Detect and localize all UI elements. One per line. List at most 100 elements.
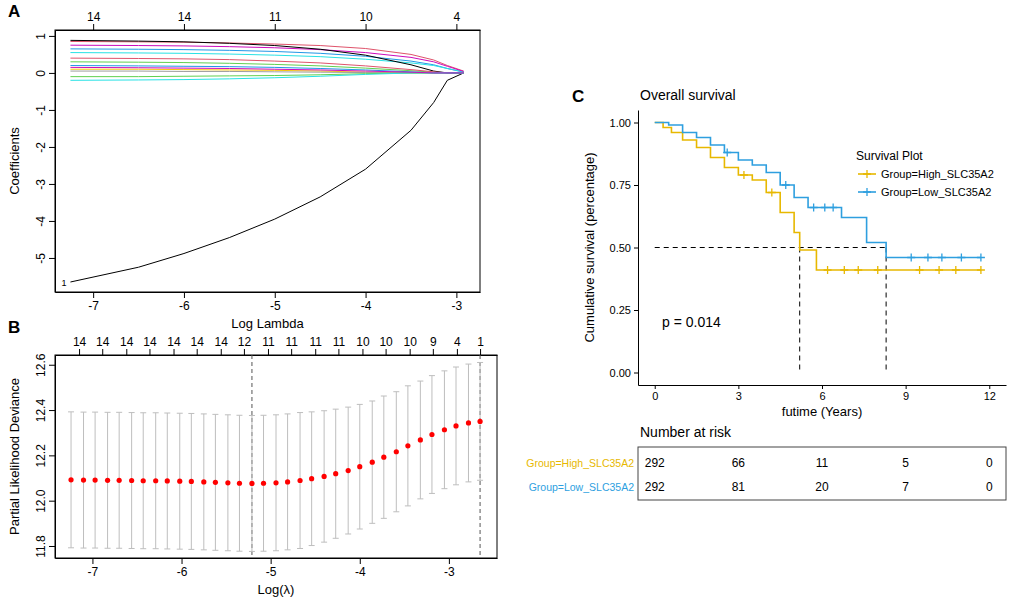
point <box>333 471 338 476</box>
error-bar <box>393 392 399 512</box>
error-bar-cap <box>273 550 279 551</box>
row-label: Group=Low_SLC35A2 <box>529 481 635 493</box>
y-axis: -5-4-3-2-101 <box>34 31 56 293</box>
tick: 6 <box>819 385 825 402</box>
tick-mark <box>49 147 55 148</box>
tick-label: 12.4 <box>34 399 48 423</box>
tick-mark <box>49 410 55 411</box>
error-bar-cap <box>261 551 267 552</box>
error-bar-cap <box>345 533 351 534</box>
tick-label: 12.0 <box>34 489 48 513</box>
error-bar <box>333 409 339 538</box>
point <box>357 464 362 469</box>
error-bar-cap <box>236 551 242 552</box>
tick: -7 <box>88 292 99 313</box>
tick-label: -3 <box>452 299 463 313</box>
error-bar <box>212 414 218 550</box>
tick-label: -5 <box>34 253 48 264</box>
point <box>68 477 73 482</box>
tick-mark <box>634 123 638 124</box>
censor-mark <box>874 266 882 274</box>
risk-count: 20 <box>815 480 829 494</box>
error-bar-cap <box>369 400 375 401</box>
tick: 0.00 <box>610 367 638 379</box>
error-bar <box>236 415 242 551</box>
error-bar-cap <box>249 415 255 416</box>
coefficient-path <box>70 40 463 73</box>
tick-label: -6 <box>177 565 188 579</box>
tick: -3 <box>34 179 55 190</box>
error-bar <box>381 396 387 518</box>
risk-table: Number at riskGroup=High_SLC35A229266115… <box>526 424 1006 500</box>
censor-mark <box>957 254 965 262</box>
tick-label: -3 <box>34 179 48 190</box>
error-bar <box>417 381 423 499</box>
error-bar-cap <box>297 412 303 413</box>
tick-mark <box>92 558 93 564</box>
tick-mark <box>49 546 55 547</box>
point <box>381 455 386 460</box>
error-bar-cap <box>465 481 471 482</box>
point <box>405 443 410 448</box>
tick-label: 4 <box>454 335 461 349</box>
point <box>309 476 314 481</box>
tick-label: 11 <box>333 335 346 349</box>
point <box>237 481 242 486</box>
error-bar-cap <box>285 549 291 550</box>
tick-label: 14 <box>215 335 229 349</box>
point <box>249 481 254 486</box>
tick-label: 14 <box>191 335 205 349</box>
point <box>418 437 423 442</box>
tick: 12.0 <box>34 489 55 513</box>
tick-mark <box>197 349 198 355</box>
tick: -3 <box>444 558 455 579</box>
risk-count: 81 <box>732 480 746 494</box>
y-axis: 11.812.012.212.412.6 <box>34 353 56 558</box>
risk-count: 11 <box>816 456 829 470</box>
tick-label: 1.00 <box>610 117 631 129</box>
tick: -4 <box>361 292 372 313</box>
tick: 9 <box>903 385 909 402</box>
tick-label: 11 <box>285 335 298 349</box>
error-bar-cap <box>309 411 315 412</box>
error-bar-cap <box>188 413 194 414</box>
coefficient-path <box>70 73 463 282</box>
point <box>466 420 471 425</box>
censor-mark <box>824 266 832 274</box>
error-bar <box>321 411 327 542</box>
error-bar <box>153 413 159 549</box>
tick: 0 <box>34 70 55 77</box>
tick-label: 9 <box>903 390 909 402</box>
legend-item: Group=Low_SLC35A2 <box>858 186 991 198</box>
tick-label: 14 <box>73 335 87 349</box>
legend-title: Survival Plot <box>856 149 923 163</box>
error-bar-cap <box>321 410 327 411</box>
plot-frame <box>55 355 497 558</box>
tick-label: 10 <box>356 335 370 349</box>
tick-mark <box>360 558 361 564</box>
error-bar <box>81 412 87 548</box>
point <box>93 477 98 482</box>
error-bar <box>273 415 279 551</box>
error-bar <box>201 414 207 550</box>
tick-mark <box>182 558 183 564</box>
error-bar <box>465 364 471 482</box>
plot-area <box>68 355 483 558</box>
censor-mark <box>854 266 862 274</box>
y-axis-title: Coefficients <box>7 127 22 195</box>
tick: -5 <box>266 558 277 579</box>
point <box>141 478 146 483</box>
tick: 14 <box>215 335 229 355</box>
tick: -4 <box>34 216 55 227</box>
censor-mark <box>916 266 924 274</box>
error-bar-cap <box>212 414 218 415</box>
tick: 0.25 <box>610 304 638 316</box>
point <box>285 479 290 484</box>
x-axis: -7-6-5-4-3 <box>56 292 481 313</box>
tick-label: 14 <box>87 10 101 24</box>
legend-label: Group=Low_SLC35A2 <box>881 186 991 198</box>
tick-label: 1 <box>477 335 484 349</box>
point <box>261 481 266 486</box>
tick-label: 9 <box>430 335 437 349</box>
tick: 14 <box>167 335 181 355</box>
